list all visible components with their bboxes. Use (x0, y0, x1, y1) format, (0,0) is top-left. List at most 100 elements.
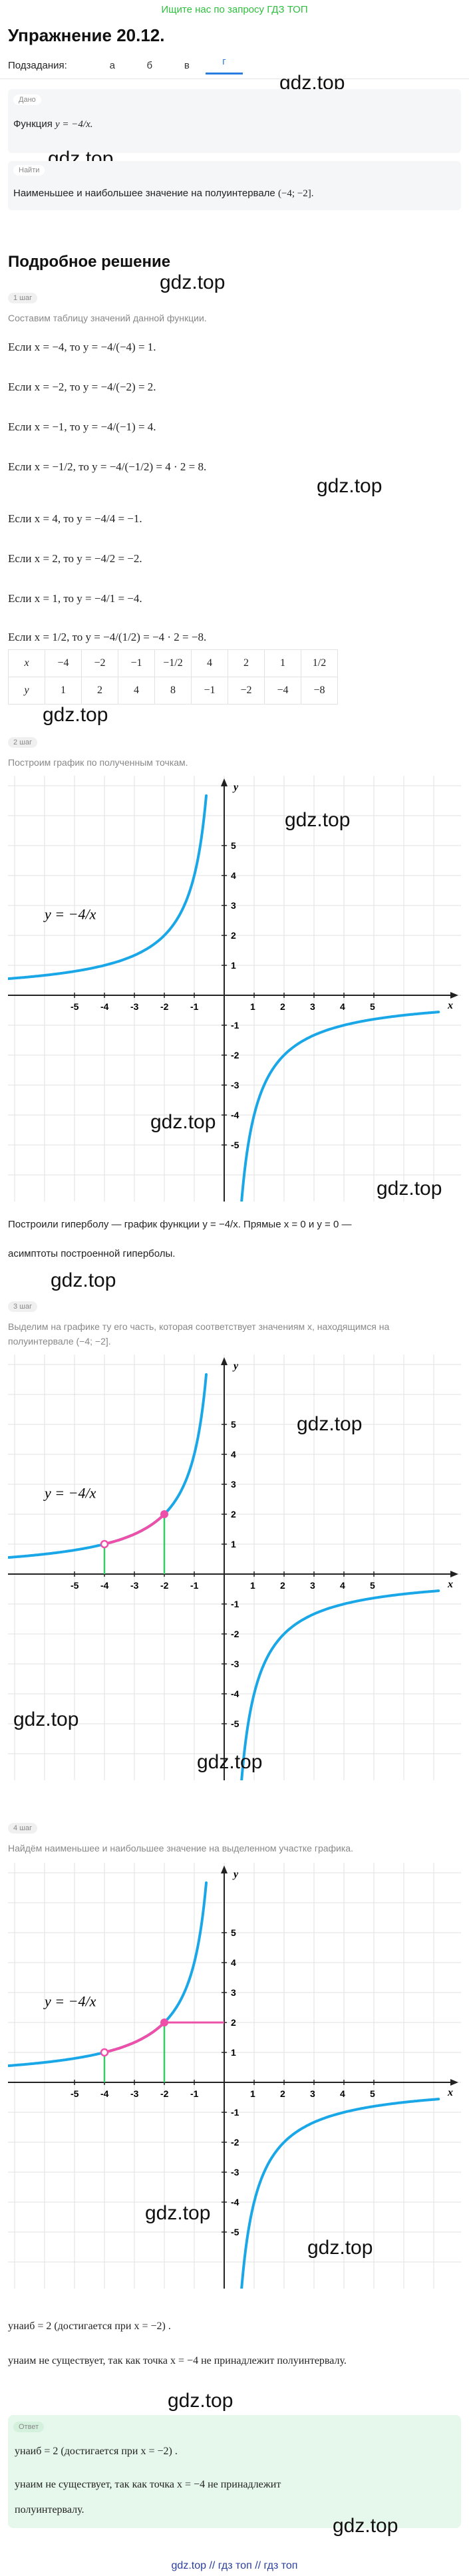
step1-hint: Составим таблицу значений данной функции… (8, 313, 207, 323)
table-cell: −1 (118, 649, 155, 677)
y-tick-label: -1 (231, 2107, 239, 2118)
x-tick-label: -5 (71, 1580, 79, 1591)
answer-line: yнаиб = 2 (достигается при x = −2) . (15, 2446, 178, 2457)
hyperbola-branch-right (240, 1589, 440, 1780)
hyperbola-branch-left (8, 794, 208, 980)
x-tick-label: 4 (340, 1580, 345, 1591)
y-tick-label: -2 (231, 2137, 239, 2148)
y-tick-label: -4 (231, 1689, 239, 1699)
table-cell: −2 (228, 677, 265, 705)
step4-badge: 4 шаг (8, 1823, 38, 1834)
table-cell: −4 (264, 677, 301, 705)
y-tick-label: 1 (231, 960, 236, 971)
y-tick-label: 4 (231, 870, 236, 881)
table-cell: 2 (81, 677, 118, 705)
table-cell: x (8, 649, 45, 677)
y-tick-label: 2 (231, 2017, 236, 2028)
subtask-tab-a[interactable]: а (109, 59, 115, 71)
x-tick-label: 5 (370, 1580, 375, 1591)
x-axis-label: x (447, 2087, 453, 2098)
subtask-tab-v[interactable]: в (184, 59, 190, 71)
given-badge: Дано (13, 94, 41, 105)
y-axis-arrow (221, 1357, 228, 1365)
curve-label: y = −4/x (43, 905, 96, 922)
x-tick-label: 4 (340, 2088, 345, 2099)
given-formula: y = −4/x. (55, 119, 93, 130)
hyperbola-branch-left (8, 1373, 208, 1559)
step1-badge: 1 шаг (8, 293, 38, 303)
graph-hyperbola: x y -5 -4 -3 -2 -1 1 2 3 4 5 5 4 3 2 1 -1 -2 -3 -4 -5 y = −4/x (8, 776, 461, 1202)
find-badge: Найти (13, 165, 45, 176)
watermark: gdz.top (43, 704, 108, 726)
x-tick-label: -4 (100, 2088, 109, 2099)
y-tick-label: -4 (231, 1110, 239, 1120)
step2-badge: 2 шаг (8, 737, 38, 748)
table-cell: 8 (154, 677, 192, 705)
values-table: x −4 −2 −1 −1/2 4 2 1 1/2 y 1 2 4 8 −1 −… (8, 649, 338, 705)
x-tick-label: -2 (160, 1580, 169, 1591)
step1-line: Если x = −1, то y = −4/(−1) = 4. (8, 420, 156, 433)
y-tick-label: -5 (231, 1140, 239, 1150)
subtask-label: Подзадания: (8, 59, 67, 71)
subtask-tab-g[interactable]: г (205, 56, 243, 75)
watermark: gdz.top (333, 2515, 398, 2537)
step1-line: Если x = 1/2, то y = −4/(1/2) = −4 · 2 =… (8, 631, 207, 643)
find-card: Найти Наименьшее и наибольшее значение н… (8, 161, 461, 210)
x-tick-label: 1 (250, 2088, 255, 2099)
x-tick-label: -3 (130, 2088, 139, 2099)
y-tick-label: 3 (231, 1987, 236, 1998)
step2-text: Построили гиперболу — график функции y =… (8, 1219, 352, 1230)
step1-line: Если x = −1/2, то y = −4/(−1/2) = 4 · 2 … (8, 460, 207, 473)
x-tick-label: 3 (310, 1580, 315, 1591)
table-row: x −4 −2 −1 −1/2 4 2 1 1/2 (8, 649, 338, 677)
find-interval: (−4; −2]. (277, 188, 314, 199)
curve-label: y = −4/x (43, 1993, 96, 2009)
step1-line: Если x = 1, то y = −4/1 = −4. (8, 592, 142, 605)
table-cell: 1/2 (301, 649, 338, 677)
x-tick-label: -4 (100, 1001, 109, 1012)
x-tick-label: 3 (310, 2088, 315, 2099)
answer-line: yнаим не существует, так как точка x = −… (15, 2479, 281, 2490)
step3-hint: полуинтервале (−4; −2]. (8, 1336, 111, 1347)
x-tick-label: 4 (340, 1001, 345, 1012)
y-tick-label: 1 (231, 2047, 236, 2058)
y-axis-label: y (232, 782, 239, 793)
table-cell: −1 (191, 677, 228, 705)
top-search-link[interactable]: Ищите нас по запросу ГДЗ ТОП (161, 4, 308, 15)
table-cell: 1 (45, 677, 82, 705)
y-tick-label: -3 (231, 2167, 239, 2177)
x-tick-label: -1 (190, 2088, 199, 2099)
watermark: gdz.top (160, 271, 226, 293)
y-tick-label: 3 (231, 1479, 236, 1490)
hyperbola-branch-right (240, 2098, 440, 2289)
x-tick-label: -1 (190, 1001, 199, 1012)
subtask-tab-b[interactable]: б (146, 59, 153, 71)
y-tick-label: -2 (231, 1629, 239, 1639)
watermark: gdz.top (377, 1178, 442, 1200)
closed-point (160, 1510, 168, 1518)
footer-links[interactable]: gdz.top // гдз топ // гдз топ (171, 2560, 298, 2571)
highlighted-segment (104, 2021, 166, 2054)
y-tick-label: -5 (231, 1718, 239, 1729)
answer-card: Ответ yнаиб = 2 (достигается при x = −2)… (8, 2415, 461, 2528)
x-axis-label: x (447, 1000, 453, 1011)
open-point (100, 1539, 109, 1549)
y-tick-label: 4 (231, 1449, 236, 1460)
table-cell: y (8, 677, 45, 705)
step4-result-max: yнаиб = 2 (достигается при x = −2) . (8, 2321, 171, 2332)
table-cell: −1/2 (154, 649, 192, 677)
x-tick-label: 1 (250, 1580, 255, 1591)
y-tick-label: 2 (231, 1509, 236, 1520)
table-cell: −2 (81, 649, 118, 677)
table-cell: 2 (228, 649, 265, 677)
step1-line: Если x = 2, то y = −4/2 = −2. (8, 552, 142, 565)
y-tick-label: -1 (231, 1599, 239, 1609)
table-cell: 1 (264, 649, 301, 677)
watermark: gdz.top (285, 809, 351, 831)
x-tick-label: 5 (370, 2088, 375, 2099)
x-tick-label: -5 (71, 1001, 79, 1012)
y-tick-label: -2 (231, 1050, 239, 1060)
step1-line: Если x = −2, то y = −4/(−2) = 2. (8, 381, 156, 393)
watermark: gdz.top (307, 2237, 373, 2259)
answer-line: полуинтервалу. (15, 2504, 84, 2515)
